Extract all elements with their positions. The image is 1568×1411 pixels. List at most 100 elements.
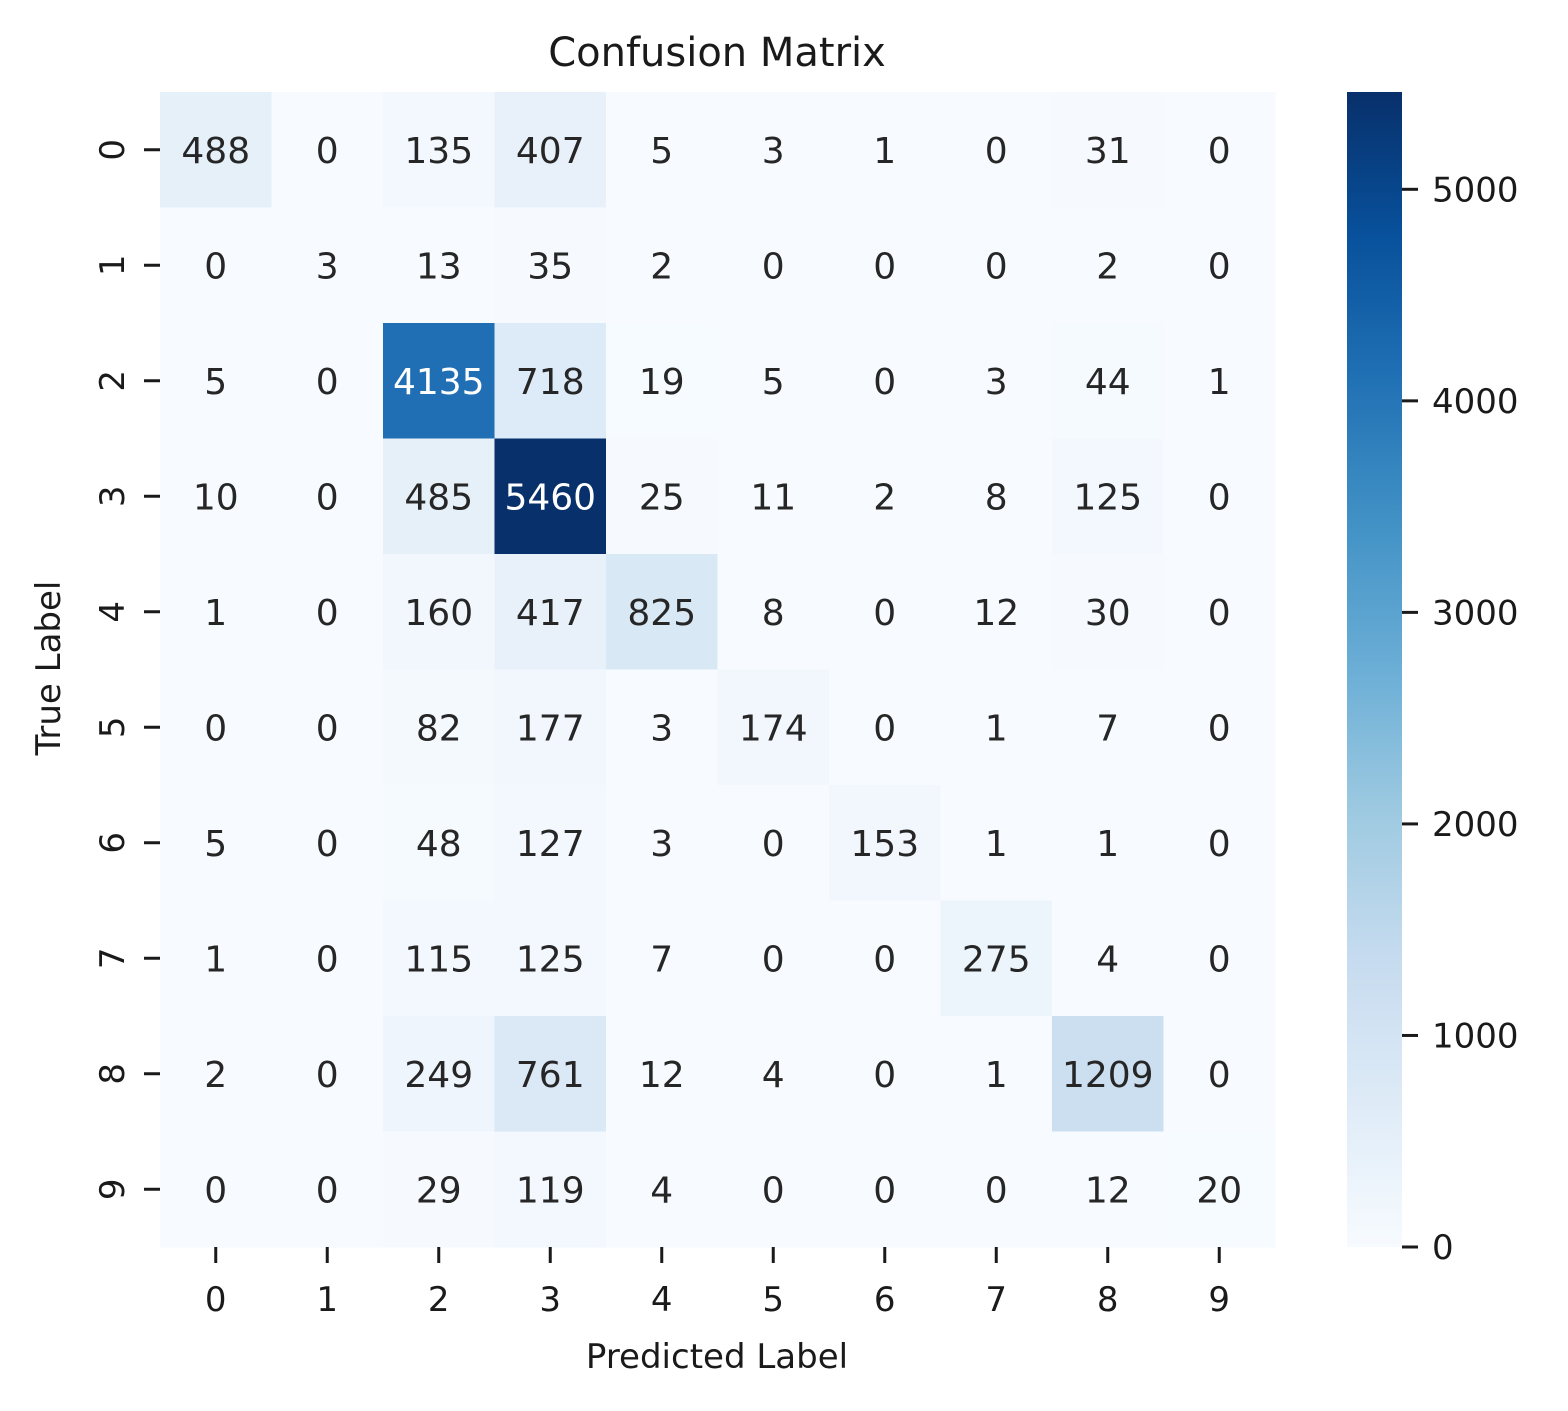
heatmap-cell xyxy=(829,554,942,671)
heatmap-cell xyxy=(1163,92,1276,209)
cell-value-label: 7 xyxy=(650,939,673,980)
heatmap-cell xyxy=(606,900,719,1017)
cell-value-label: 5 xyxy=(204,824,227,865)
cell-value-label: 115 xyxy=(404,939,473,980)
colorbar-tick-label: 3000 xyxy=(1432,593,1519,633)
heatmap-cell xyxy=(494,1016,607,1133)
heatmap-cell xyxy=(383,785,496,902)
cell-value-label: 0 xyxy=(204,1170,227,1211)
heatmap-cell xyxy=(606,92,719,209)
heatmap-cell xyxy=(829,438,942,555)
heatmap-cell xyxy=(717,438,830,555)
heatmap-cell xyxy=(606,207,719,324)
colorbar-tick-label: 1000 xyxy=(1432,1016,1519,1056)
colorbar-tick-label: 0 xyxy=(1432,1228,1454,1268)
heatmap-cell xyxy=(383,92,496,209)
y-tick-label: 5 xyxy=(93,716,133,738)
heatmap-cell xyxy=(829,669,942,786)
y-axis: 0 1 2 3 4 5 6 7 8 9 xyxy=(93,139,160,1200)
cell-value-label: 125 xyxy=(1073,477,1142,518)
x-tick-label: 8 xyxy=(1097,1280,1119,1320)
heatmap-cell xyxy=(494,785,607,902)
cell-value-label: 0 xyxy=(873,708,896,749)
cell-value-label: 48 xyxy=(416,824,462,865)
cell-value-label: 1 xyxy=(1208,362,1231,403)
heatmap-cell xyxy=(160,1016,273,1133)
heatmap-cell xyxy=(606,1016,719,1133)
cell-value-label: 249 xyxy=(404,1055,473,1096)
x-axis-label: Predicted Label xyxy=(586,1337,848,1377)
heatmap-cell xyxy=(383,554,496,671)
cell-value-label: 3 xyxy=(650,708,673,749)
heatmap-cell xyxy=(717,1016,830,1133)
cell-value-label: 417 xyxy=(516,593,585,634)
cell-value-label: 119 xyxy=(516,1170,585,1211)
heatmap-cell xyxy=(940,785,1053,902)
cell-value-label: 0 xyxy=(316,477,339,518)
cell-value-label: 5 xyxy=(762,362,785,403)
heatmap-cell xyxy=(829,1016,942,1133)
heatmap-cell xyxy=(717,900,830,1017)
colorbar-gradient xyxy=(1347,92,1402,1247)
x-tick-label: 9 xyxy=(1208,1280,1230,1320)
cell-value-label: 135 xyxy=(404,131,473,172)
heatmap-cell xyxy=(717,1131,830,1248)
cell-value-label: 127 xyxy=(516,824,585,865)
cell-value-label: 3 xyxy=(985,362,1008,403)
cell-value-label: 4 xyxy=(650,1170,673,1211)
cell-value-label: 0 xyxy=(873,939,896,980)
heatmap-cell xyxy=(940,669,1053,786)
cell-value-label: 30 xyxy=(1085,593,1131,634)
heatmap-cell xyxy=(829,207,942,324)
heatmap-cell xyxy=(1163,900,1276,1017)
x-tick-label: 4 xyxy=(651,1280,673,1320)
cell-value-label: 1 xyxy=(985,708,1008,749)
cell-value-label: 0 xyxy=(762,939,785,980)
cell-value-label: 0 xyxy=(873,362,896,403)
cell-value-label: 174 xyxy=(739,708,808,749)
heatmap-cell xyxy=(383,438,496,555)
cell-value-label: 0 xyxy=(873,593,896,634)
cell-value-label: 0 xyxy=(1208,939,1231,980)
heatmap-cell xyxy=(940,92,1053,209)
cell-value-label: 0 xyxy=(316,824,339,865)
cell-value-label: 4 xyxy=(762,1055,785,1096)
colorbar: 0 1000 2000 3000 4000 5000 xyxy=(1347,92,1519,1268)
cell-value-label: 0 xyxy=(316,131,339,172)
heatmap-cell xyxy=(1052,1131,1165,1248)
cell-value-label: 177 xyxy=(516,708,585,749)
cell-value-label: 160 xyxy=(404,593,473,634)
cell-value-label: 0 xyxy=(204,246,227,287)
cell-value-label: 718 xyxy=(516,362,585,403)
heatmap-cell xyxy=(717,323,830,440)
heatmap-cell xyxy=(717,669,830,786)
heatmap-cell xyxy=(940,554,1053,671)
y-axis-label: True Label xyxy=(29,581,69,757)
cell-value-label: 5460 xyxy=(504,477,596,518)
heatmap-cell xyxy=(940,207,1053,324)
heatmap-cell xyxy=(271,1131,384,1248)
heatmap-cell xyxy=(383,1131,496,1248)
cell-value-label: 7 xyxy=(1096,708,1119,749)
cell-value-label: 0 xyxy=(985,1170,1008,1211)
heatmap-cell xyxy=(383,1016,496,1133)
heatmap-cell xyxy=(1052,554,1165,671)
cell-value-label: 153 xyxy=(850,824,919,865)
heatmap-cell xyxy=(829,92,942,209)
heatmap-cell xyxy=(1163,1131,1276,1248)
heatmap-cell xyxy=(271,92,384,209)
cell-value-label: 10 xyxy=(193,477,239,518)
cell-value-label: 3 xyxy=(650,824,673,865)
cell-value-label: 0 xyxy=(873,1170,896,1211)
heatmap-cell xyxy=(271,785,384,902)
y-tick-label: 9 xyxy=(93,1178,133,1200)
x-tick-label: 5 xyxy=(762,1280,784,1320)
heatmap-cell xyxy=(606,785,719,902)
heatmap-cell xyxy=(160,785,273,902)
cell-annotations: 488 0 135 407 5 3 1 0 31 00 3 13 35 2 0 0 0 2 05 0 4135 718 19… xyxy=(181,131,1242,1212)
cell-value-label: 3 xyxy=(316,246,339,287)
heatmap-cell xyxy=(829,1131,942,1248)
heatmap-cell xyxy=(717,92,830,209)
heatmap-cell xyxy=(606,1131,719,1248)
